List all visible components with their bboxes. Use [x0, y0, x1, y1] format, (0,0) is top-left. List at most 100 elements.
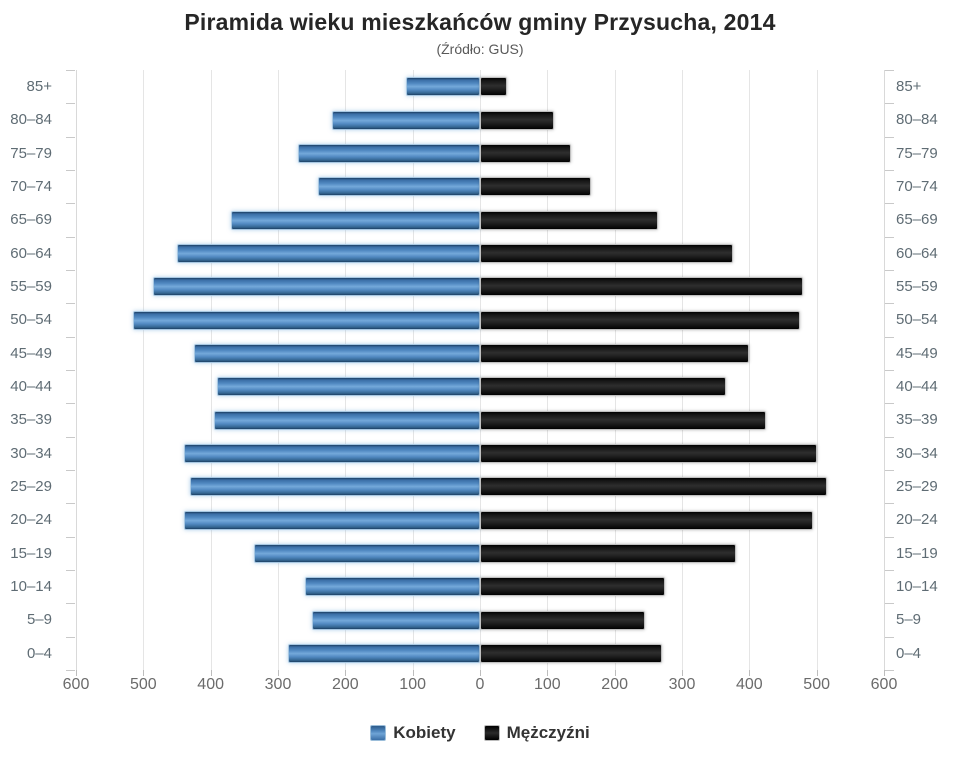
category-tick [885, 403, 894, 405]
x-axis-tick [749, 670, 751, 676]
age-label-left: 85+ [26, 78, 52, 95]
gridline [884, 70, 885, 670]
category-tick [66, 270, 75, 271]
age-label-left: 55–59 [10, 277, 52, 295]
category-tick [885, 370, 894, 371]
bar-kobiety[interactable] [405, 77, 480, 97]
bar-mezczyzni[interactable] [480, 643, 662, 663]
category-tick [66, 103, 75, 105]
legend-item-male[interactable]: Mężczyźni [483, 723, 590, 743]
category-tick [66, 236, 75, 238]
bar-kobiety[interactable] [331, 110, 480, 130]
bar-mezczyzni[interactable] [480, 243, 733, 263]
bar-mezczyzni[interactable] [480, 110, 555, 130]
x-axis-tick-label: 100 [399, 676, 427, 693]
bar-kobiety[interactable] [153, 277, 480, 297]
x-axis-tick [480, 670, 481, 676]
x-axis-tick-label: 0 [475, 676, 485, 693]
age-label-left: 5–9 [26, 611, 52, 629]
bar-mezczyzni[interactable] [480, 443, 817, 463]
category-tick [885, 603, 894, 605]
category-tick [885, 303, 894, 305]
x-axis-labels: 600 500 400 300 200 100 0 100 200 300 400 500 600 [63, 670, 898, 696]
bar-mezczyzni[interactable] [480, 310, 800, 330]
category-tick [66, 170, 75, 171]
bar-kobiety[interactable] [298, 143, 480, 163]
bar-kobiety[interactable] [193, 343, 480, 363]
x-axis-tick [143, 670, 145, 676]
bar-mezczyzni[interactable] [480, 543, 736, 563]
category-tick [66, 636, 75, 638]
age-label-right: 30–34 [896, 444, 938, 462]
bar-kobiety[interactable] [214, 410, 480, 430]
bar-mezczyzni[interactable] [480, 477, 827, 497]
x-axis-tick [884, 670, 885, 676]
bar-mezczyzni[interactable] [480, 77, 507, 97]
category-tick [885, 570, 894, 571]
category-tick [66, 570, 75, 571]
bar-mezczyzni[interactable] [480, 277, 804, 297]
bar-kobiety[interactable] [190, 477, 480, 497]
bar-kobiety[interactable] [254, 543, 480, 563]
bar-kobiety[interactable] [183, 443, 480, 463]
x-axis-tick-label: 500 [129, 676, 157, 693]
bar-mezczyzni[interactable] [480, 210, 659, 230]
bar-mezczyzni[interactable] [480, 577, 666, 597]
category-tick [885, 336, 894, 338]
x-axis-tick [210, 670, 212, 676]
bar-kobiety[interactable] [288, 643, 480, 663]
category-tick [66, 470, 75, 471]
legend-label: Kobiety [393, 723, 456, 742]
x-axis-tick-label: 600 [870, 676, 898, 693]
age-label-left: 50–54 [10, 311, 52, 329]
x-axis-tick-label: 200 [331, 676, 359, 693]
category-tick [885, 236, 894, 238]
bar-kobiety[interactable] [133, 310, 480, 330]
bar-mezczyzni[interactable] [480, 610, 645, 630]
category-tick [885, 636, 894, 638]
category-tick [66, 503, 75, 505]
age-label-left: 60–64 [10, 244, 52, 262]
age-label-left: 35–39 [10, 411, 52, 429]
age-label-left: 70–74 [10, 177, 52, 195]
age-label-right: 25–29 [896, 477, 938, 495]
bar-mezczyzni[interactable] [480, 143, 571, 163]
bar-kobiety[interactable] [230, 210, 480, 230]
bar-mezczyzni[interactable] [480, 410, 767, 430]
legend-item-female[interactable]: Kobiety [370, 723, 456, 743]
bar-kobiety[interactable] [311, 610, 480, 630]
legend-swatch-female [370, 725, 387, 741]
bar-kobiety[interactable] [304, 577, 480, 597]
x-axis-tick-label: 300 [264, 676, 292, 693]
age-label-right: 45–49 [896, 344, 938, 362]
age-label-left: 20–24 [10, 511, 52, 529]
gridline [682, 70, 683, 670]
bar-mezczyzni[interactable] [480, 377, 726, 397]
category-tick [66, 203, 75, 205]
category-tick [885, 536, 894, 538]
bar-kobiety[interactable] [217, 377, 480, 397]
gridline [76, 70, 77, 670]
bar-kobiety[interactable] [183, 510, 480, 530]
gridline [480, 70, 481, 670]
x-axis-tick [547, 670, 549, 676]
x-axis-tick [816, 670, 818, 676]
x-axis-tick-label: 400 [735, 676, 763, 693]
x-axis-tick-label: 500 [803, 676, 831, 693]
bar-mezczyzni[interactable] [480, 177, 592, 197]
chart-subtitle: (Źródło: GUS) [436, 41, 524, 57]
bar-mezczyzni[interactable] [480, 343, 750, 363]
y-axis-left: 85+ 80–84 75–79 70–74 65–69 60–64 55–59 50–54 45… [0, 70, 76, 670]
age-label-right: 35–39 [896, 411, 938, 429]
age-label-left: 15–19 [10, 544, 52, 562]
bar-kobiety[interactable] [177, 243, 480, 263]
gridline [143, 70, 145, 670]
bar-kobiety[interactable] [318, 177, 480, 197]
bar-mezczyzni[interactable] [480, 510, 814, 530]
age-label-left: 45–49 [10, 344, 52, 362]
gridline [816, 70, 818, 670]
category-tick [66, 370, 75, 371]
gridline [345, 70, 347, 670]
legend-label: Mężczyźni [506, 723, 590, 742]
